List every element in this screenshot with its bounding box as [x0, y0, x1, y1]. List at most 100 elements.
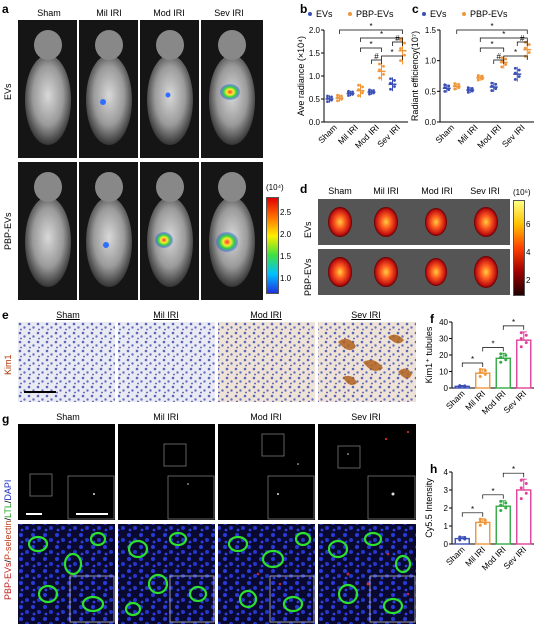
data-point	[478, 520, 482, 524]
y-tick-label: 0	[444, 540, 449, 549]
y-tick-label: 0.0	[425, 118, 437, 127]
significance-mark: *	[390, 48, 393, 57]
significance-mark: *	[471, 505, 474, 514]
colorbar-a-tick: 1.0	[280, 274, 292, 283]
y-tick-label: 10	[439, 368, 448, 377]
data-point	[403, 53, 406, 57]
panel-a-row-evs: EVs	[3, 83, 13, 100]
data-point	[519, 478, 523, 482]
data-point	[378, 76, 381, 80]
panel-a-row-pbp: PBP-EVs	[3, 212, 13, 250]
data-point	[389, 81, 392, 85]
data-point	[326, 100, 329, 104]
data-point	[443, 86, 447, 89]
mouse-tile	[18, 162, 77, 300]
data-point	[372, 89, 375, 92]
bar	[454, 385, 470, 389]
data-point	[330, 95, 333, 99]
bar	[475, 521, 491, 545]
data-point	[326, 97, 329, 100]
kidney-spot	[474, 256, 498, 288]
panel-b-label: b	[300, 2, 308, 16]
significance-mark: *	[380, 30, 383, 39]
data-point	[340, 94, 343, 98]
data-point	[336, 99, 339, 103]
data-point	[519, 486, 523, 490]
panel-d-col-mil: Mil IRI	[373, 186, 399, 196]
panel-g-label: g	[2, 412, 10, 426]
data-point	[457, 82, 461, 86]
colorbar-a-tick: 2.5	[280, 208, 292, 217]
data-point	[499, 499, 503, 503]
significance-mark: *	[491, 487, 494, 496]
x-tick-label: Sham	[433, 122, 456, 145]
data-point	[361, 91, 364, 95]
legend-marker	[348, 12, 352, 16]
mouse-tile	[140, 162, 199, 300]
y-tick-label: 1	[444, 522, 449, 531]
kidney-spot	[374, 207, 398, 237]
data-point	[478, 523, 482, 527]
x-tick-label: Sev IRI	[375, 122, 402, 149]
data-point	[463, 384, 467, 388]
data-point	[480, 74, 484, 78]
data-point	[519, 497, 523, 501]
data-point	[527, 51, 531, 54]
panel-a-label: a	[2, 2, 9, 16]
panel-e-col-mod: Mod IRI	[250, 310, 282, 320]
significance-mark: #	[395, 34, 400, 43]
significance-mark: *	[369, 22, 372, 31]
legend-marker	[422, 12, 426, 16]
data-point	[357, 88, 360, 92]
significance-bracket	[493, 59, 505, 64]
mouse-tile	[201, 20, 263, 158]
panel-f-label: f	[430, 312, 434, 326]
data-point	[463, 536, 467, 540]
mouse-tile	[79, 20, 138, 158]
significance-mark: *	[512, 318, 515, 327]
bar	[516, 339, 532, 389]
data-point	[513, 78, 517, 81]
label-sep: /	[3, 517, 13, 521]
data-point	[490, 89, 494, 92]
data-point	[499, 352, 503, 356]
data-point	[466, 90, 470, 94]
data-point	[399, 47, 402, 50]
significance-bracket	[503, 55, 528, 60]
data-point	[361, 85, 364, 89]
y-axis-label: Cy5.5 Intensity	[424, 478, 434, 538]
y-tick-label: 4	[444, 468, 449, 477]
panel-a-col-sham: Sham	[37, 8, 61, 18]
data-point	[382, 64, 385, 68]
significance-bracket	[456, 29, 528, 34]
significance-bracket	[360, 47, 382, 52]
data-point	[499, 360, 503, 364]
panel-d-col-sev: Sev IRI	[470, 186, 500, 196]
data-point	[476, 75, 480, 79]
significance-mark: *	[491, 339, 494, 348]
panel-d-row-evs: EVs	[303, 221, 313, 238]
data-point	[393, 79, 396, 82]
data-point	[357, 94, 360, 98]
data-point	[447, 84, 451, 88]
data-point	[458, 384, 462, 388]
y-tick-label: 2	[444, 504, 449, 513]
colorbar-a	[266, 197, 279, 294]
data-point	[527, 43, 531, 46]
colorbar-d-tick: 6	[526, 220, 531, 229]
data-point	[524, 333, 528, 337]
data-point	[453, 87, 457, 91]
data-point	[480, 77, 484, 81]
y-tick-label: 0.0	[309, 118, 321, 127]
y-tick-label: 0	[444, 384, 449, 393]
x-tick-label: Sev IRI	[500, 122, 527, 149]
data-point	[399, 59, 402, 63]
data-point	[470, 86, 474, 90]
y-tick-label: 3	[444, 486, 449, 495]
kidney-spot	[425, 258, 447, 286]
panel-c-label: c	[412, 2, 419, 16]
data-point	[476, 73, 480, 77]
significance-mark: *	[512, 465, 515, 474]
y-tick-label: 1.5	[425, 26, 437, 35]
label-ltl: LTL	[3, 503, 13, 518]
